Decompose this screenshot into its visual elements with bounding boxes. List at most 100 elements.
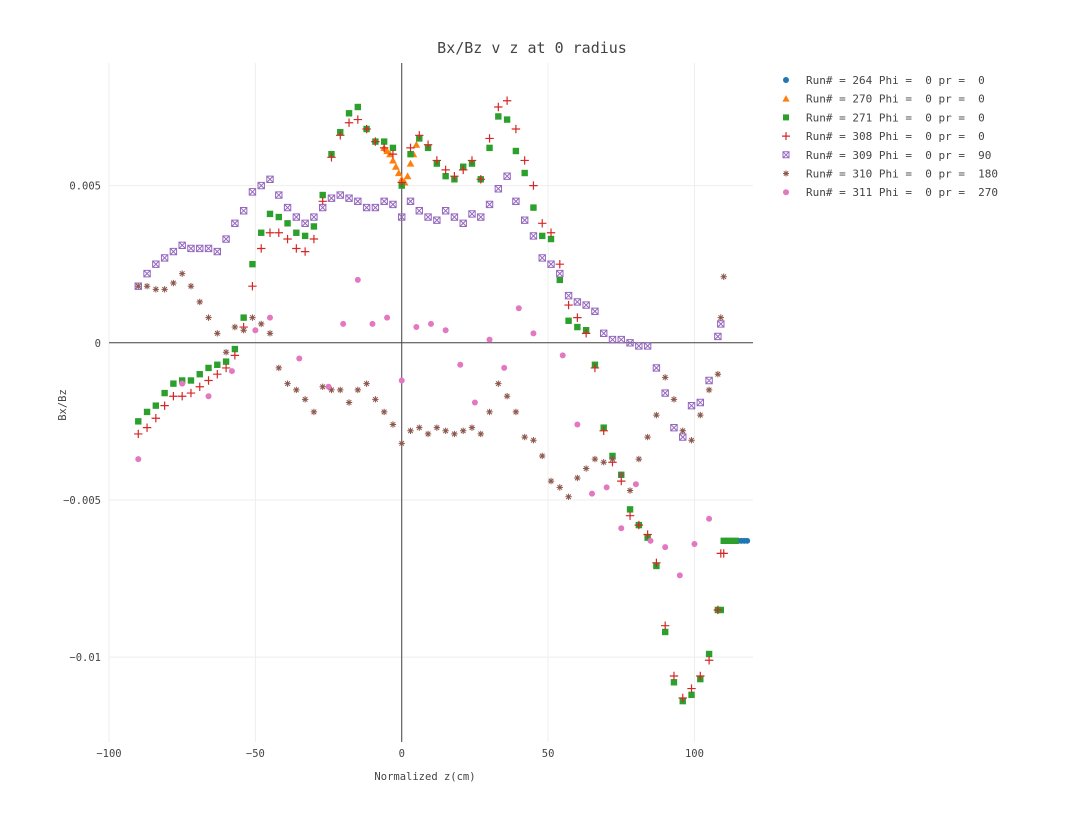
data-point <box>213 247 222 256</box>
data-point <box>319 191 326 199</box>
data-point <box>643 530 652 539</box>
data-point <box>574 474 581 482</box>
data-point <box>687 684 696 693</box>
data-point <box>559 352 566 359</box>
data-point <box>573 298 582 306</box>
data-point <box>660 621 670 630</box>
data-point <box>161 389 168 397</box>
data-point <box>292 213 301 221</box>
data-point <box>301 396 309 403</box>
data-point <box>380 408 388 416</box>
data-point <box>379 143 389 153</box>
legend-item[interactable]: Run# = 308 Phi = 0 pr = 0 <box>782 130 985 143</box>
data-point <box>512 197 520 206</box>
data-point <box>205 393 212 400</box>
data-point <box>556 269 564 278</box>
data-point <box>283 234 292 244</box>
data-point <box>503 116 511 123</box>
data-point <box>204 376 213 385</box>
data-point <box>135 418 142 425</box>
data-point <box>363 380 370 387</box>
data-point <box>371 137 380 146</box>
legend-item[interactable]: Run# = 270 Phi = 0 pr = 0 <box>782 93 985 106</box>
data-point <box>670 423 678 432</box>
data-point <box>292 244 301 253</box>
data-point <box>283 203 292 212</box>
data-point <box>652 558 661 568</box>
legend-item[interactable]: Run# = 310 Phi = 0 pr = 180 <box>783 168 998 181</box>
grid-lines <box>108 63 753 742</box>
data-point <box>726 537 733 545</box>
data-point <box>214 330 221 337</box>
data-point <box>152 402 160 409</box>
data-point <box>398 213 406 221</box>
data-point <box>293 386 300 394</box>
data-point <box>539 232 546 240</box>
data-point <box>161 286 168 293</box>
data-point <box>691 540 698 547</box>
data-point <box>471 399 478 406</box>
data-point <box>187 244 195 253</box>
data-point <box>152 260 160 268</box>
data-point <box>392 162 400 170</box>
data-point <box>511 124 521 134</box>
legend[interactable]: Run# = 264 Phi = 0 pr = 0 Run# = 270 Phi … <box>782 74 998 199</box>
data-point <box>433 216 441 224</box>
data-point <box>160 254 169 262</box>
data-point <box>688 691 695 699</box>
y-axis-label: Bx/Bz <box>57 389 69 421</box>
data-point <box>457 361 464 368</box>
data-point <box>398 377 405 384</box>
data-point <box>248 281 257 291</box>
data-point <box>647 537 654 544</box>
data-point <box>177 392 187 401</box>
data-point <box>428 320 434 327</box>
data-series <box>134 96 751 705</box>
data-point <box>442 427 449 434</box>
data-point <box>187 282 195 290</box>
data-point <box>476 175 485 184</box>
data-point <box>515 305 522 312</box>
data-point <box>717 320 725 328</box>
data-point <box>720 273 727 280</box>
chart-title: Bx/Bz v z at 0 radius <box>437 39 627 57</box>
data-point <box>705 386 713 394</box>
data-point <box>520 216 529 224</box>
data-point <box>327 153 336 162</box>
data-point <box>485 134 494 143</box>
data-point <box>632 481 639 488</box>
series-3 <box>134 96 728 703</box>
legend-item[interactable]: Run# = 271 Phi = 0 pr = 0 <box>783 111 985 124</box>
legend-item[interactable]: Run# = 309 Phi = 0 pr = 90 <box>782 149 991 162</box>
data-point <box>257 244 266 253</box>
legend-item[interactable]: Run# = 311 Phi = 0 pr = 270 <box>783 186 998 199</box>
legend-item[interactable]: Run# = 264 Phi = 0 pr = 0 <box>783 74 985 87</box>
data-point <box>415 131 424 140</box>
y-tick-labels: −0.01 −0.005 0 0.005 <box>63 181 101 665</box>
data-point <box>319 383 326 390</box>
data-point <box>670 679 678 686</box>
data-point <box>170 279 177 287</box>
data-point <box>669 671 679 681</box>
data-point <box>345 399 353 406</box>
data-point <box>625 511 635 520</box>
data-point <box>160 401 169 410</box>
data-point <box>310 223 318 230</box>
data-point <box>441 165 450 175</box>
data-point <box>388 149 398 159</box>
data-point <box>477 213 485 221</box>
data-point <box>546 228 556 237</box>
data-point <box>266 175 274 184</box>
data-point <box>486 144 493 152</box>
data-point <box>503 393 511 400</box>
data-point <box>337 386 344 394</box>
data-point <box>371 203 380 212</box>
data-point <box>467 156 477 165</box>
data-point <box>257 181 265 190</box>
data-point <box>413 324 420 331</box>
data-point <box>362 203 371 212</box>
legend-label: Run# = 270 Phi = 0 pr = 0 <box>806 93 985 106</box>
data-point <box>460 427 467 434</box>
data-point <box>142 423 152 432</box>
data-point <box>340 320 347 327</box>
